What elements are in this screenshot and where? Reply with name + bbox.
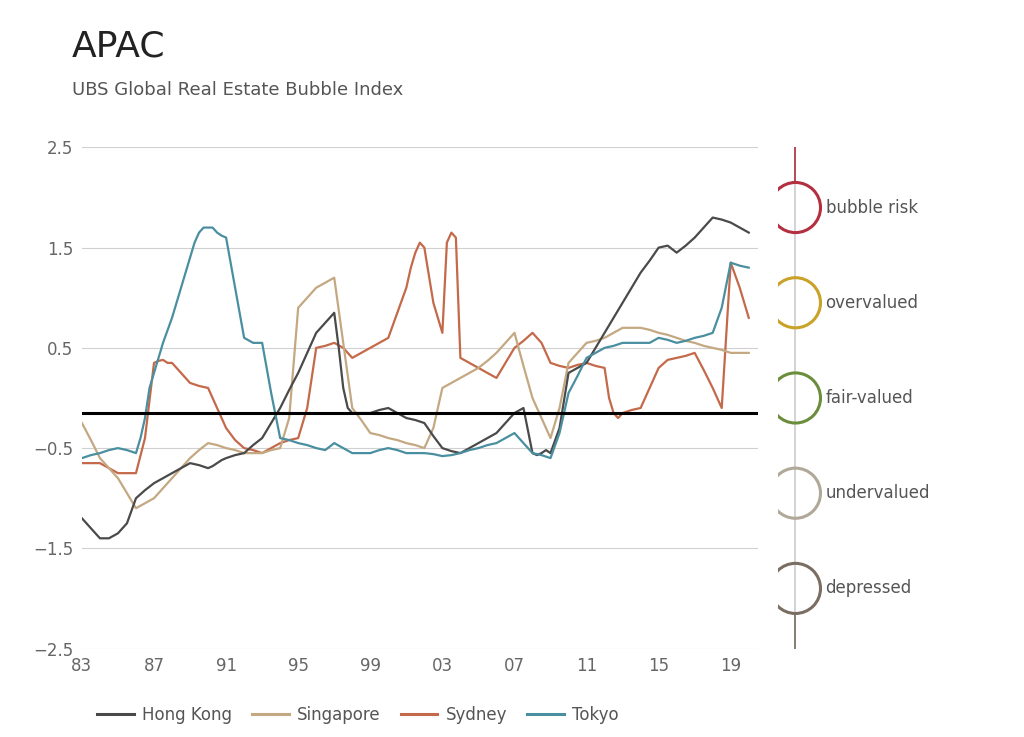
Text: bubble risk: bubble risk [825,198,918,217]
Text: depressed: depressed [825,579,911,598]
Text: fair-valued: fair-valued [825,389,913,407]
Text: undervalued: undervalued [825,484,930,502]
Legend: Hong Kong, Singapore, Sydney, Tokyo: Hong Kong, Singapore, Sydney, Tokyo [90,699,626,730]
Text: APAC: APAC [72,29,165,63]
Text: overvalued: overvalued [825,294,919,312]
Text: UBS Global Real Estate Bubble Index: UBS Global Real Estate Bubble Index [72,81,402,99]
